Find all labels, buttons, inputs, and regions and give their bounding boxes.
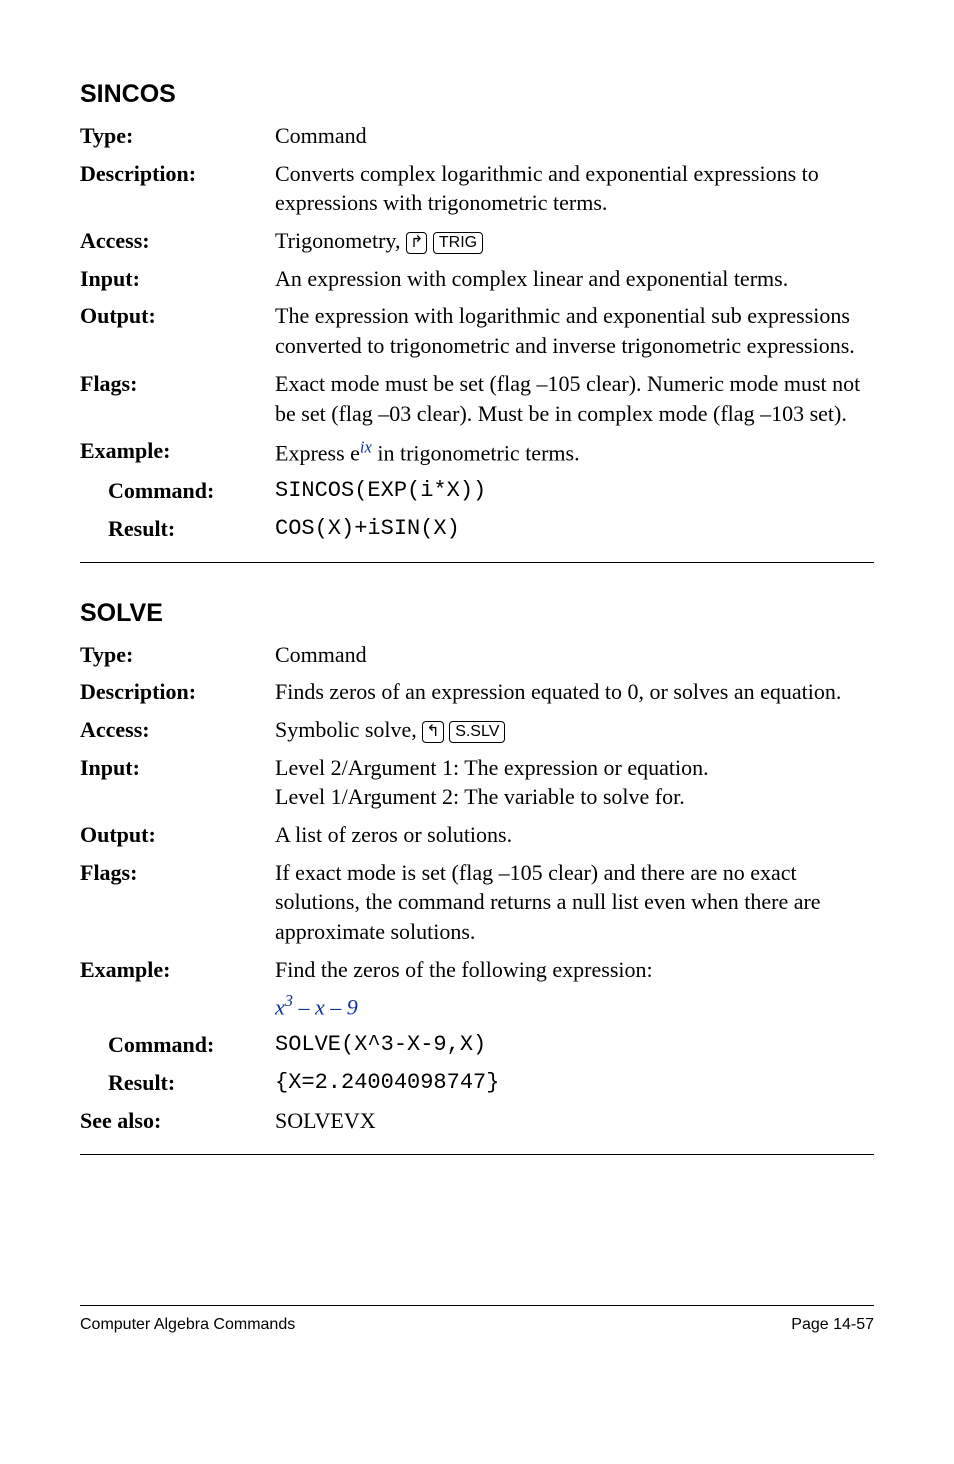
row-command: Command: SOLVE(X^3-X-9,X) — [80, 1030, 874, 1060]
value-command: SINCOS(EXP(i*X)) — [275, 476, 874, 506]
input-line2: Level 1/Argument 2: The variable to solv… — [275, 784, 685, 809]
value-type: Command — [275, 121, 874, 151]
row-result: Result: {X=2.24004098747} — [80, 1068, 874, 1098]
value-example: Express eix in trigonometric terms. — [275, 436, 874, 468]
value-result: COS(X)+iSIN(X) — [275, 514, 874, 544]
label-access: Access: — [80, 715, 275, 745]
footer-right: Page 14-57 — [791, 1316, 874, 1334]
row-example: Example: Find the zeros of the following… — [80, 955, 874, 1023]
label-description: Description: — [80, 159, 275, 189]
value-example: Find the zeros of the following expressi… — [275, 955, 874, 1023]
label-example: Example: — [80, 436, 275, 466]
label-flags: Flags: — [80, 369, 275, 399]
value-flags: Exact mode must be set (flag –105 clear)… — [275, 369, 874, 428]
label-access: Access: — [80, 226, 275, 256]
value-result: {X=2.24004098747} — [275, 1068, 874, 1098]
heading-sincos: SINCOS — [80, 80, 874, 109]
example-pre: Express e — [275, 441, 360, 466]
value-output: The expression with logarithmic and expo… — [275, 301, 874, 360]
row-seealso: See also: SOLVEVX — [80, 1106, 874, 1136]
value-description: Converts complex logarithmic and exponen… — [275, 159, 874, 218]
label-example: Example: — [80, 955, 275, 985]
label-result: Result: — [80, 514, 275, 544]
label-result: Result: — [80, 1068, 275, 1098]
row-description: Description: Finds zeros of an expressio… — [80, 677, 874, 707]
row-description: Description: Converts complex logarithmi… — [80, 159, 874, 218]
row-input: Input: An expression with complex linear… — [80, 264, 874, 294]
label-description: Description: — [80, 677, 275, 707]
section-divider — [80, 562, 874, 563]
value-description: Finds zeros of an expression equated to … — [275, 677, 874, 707]
access-prefix: Trigonometry, — [275, 228, 406, 253]
formula-base: x — [275, 995, 285, 1020]
value-access: Trigonometry, ↱ TRIG — [275, 226, 874, 256]
row-type: Type: Command — [80, 640, 874, 670]
section-sincos: SINCOS Type: Command Description: Conver… — [80, 80, 874, 544]
row-command: Command: SINCOS(EXP(i*X)) — [80, 476, 874, 506]
example-text: Find the zeros of the following expressi… — [275, 955, 874, 985]
access-prefix: Symbolic solve, — [275, 717, 422, 742]
section-solve: SOLVE Type: Command Description: Finds z… — [80, 599, 874, 1136]
label-flags: Flags: — [80, 858, 275, 888]
label-type: Type: — [80, 121, 275, 151]
row-output: Output: A list of zeros or solutions. — [80, 820, 874, 850]
example-sup: ix — [360, 437, 372, 456]
value-seealso: SOLVEVX — [275, 1106, 874, 1136]
row-type: Type: Command — [80, 121, 874, 151]
heading-solve: SOLVE — [80, 599, 874, 628]
trig-key-icon: TRIG — [433, 232, 483, 254]
row-flags: Flags: If exact mode is set (flag –105 c… — [80, 858, 874, 947]
shift-left-key-icon: ↰ — [422, 721, 443, 743]
label-input: Input: — [80, 264, 275, 294]
label-type: Type: — [80, 640, 275, 670]
label-input: Input: — [80, 753, 275, 783]
formula-sup: 3 — [285, 991, 293, 1010]
label-seealso: See also: — [80, 1106, 275, 1136]
row-access: Access: Symbolic solve, ↰ S.SLV — [80, 715, 874, 745]
row-result: Result: COS(X)+iSIN(X) — [80, 514, 874, 544]
value-flags: If exact mode is set (flag –105 clear) a… — [275, 858, 874, 947]
input-line1: Level 2/Argument 1: The expression or eq… — [275, 755, 709, 780]
row-flags: Flags: Exact mode must be set (flag –105… — [80, 369, 874, 428]
value-output: A list of zeros or solutions. — [275, 820, 874, 850]
value-access: Symbolic solve, ↰ S.SLV — [275, 715, 874, 745]
label-command: Command: — [80, 1030, 275, 1060]
label-output: Output: — [80, 301, 275, 331]
label-command: Command: — [80, 476, 275, 506]
shift-right-key-icon: ↱ — [406, 232, 427, 254]
example-post: in trigonometric terms. — [372, 441, 580, 466]
row-example: Example: Express eix in trigonometric te… — [80, 436, 874, 468]
section-divider — [80, 1154, 874, 1155]
label-output: Output: — [80, 820, 275, 850]
page-footer: Computer Algebra Commands Page 14-57 — [80, 1305, 874, 1334]
row-access: Access: Trigonometry, ↱ TRIG — [80, 226, 874, 256]
example-formula: x3 – x – 9 — [275, 990, 874, 1022]
value-input: Level 2/Argument 1: The expression or eq… — [275, 753, 874, 812]
row-output: Output: The expression with logarithmic … — [80, 301, 874, 360]
value-type: Command — [275, 640, 874, 670]
footer-left: Computer Algebra Commands — [80, 1316, 295, 1334]
formula-rest: – x – 9 — [293, 995, 358, 1020]
row-input: Input: Level 2/Argument 1: The expressio… — [80, 753, 874, 812]
value-command: SOLVE(X^3-X-9,X) — [275, 1030, 874, 1060]
sslv-key-icon: S.SLV — [449, 721, 505, 743]
value-input: An expression with complex linear and ex… — [275, 264, 874, 294]
